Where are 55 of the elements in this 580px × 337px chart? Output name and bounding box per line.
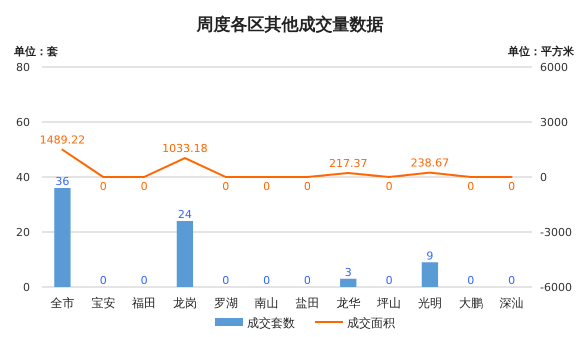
data-label: 0 (140, 180, 148, 193)
y-tick-label: 0 (23, 281, 30, 294)
x-tick-label: 龙岗 (172, 296, 197, 310)
y2-axis-title: 单位：平方米 (507, 45, 575, 58)
data-label: 0 (508, 274, 516, 287)
x-tick-label: 宝安 (91, 296, 116, 310)
y2-tick-label: 0 (540, 171, 547, 184)
y-tick-label: 20 (16, 226, 30, 239)
x-tick-label: 光明 (418, 296, 442, 310)
data-label: 238.67 (410, 156, 450, 170)
x-tick-label: 盐田 (295, 296, 320, 310)
data-label: 0 (222, 180, 230, 193)
data-label: 3 (344, 266, 352, 279)
data-label: 24 (178, 208, 192, 221)
data-label: 0 (386, 180, 393, 193)
data-label: 0 (222, 274, 230, 287)
bar (422, 262, 438, 287)
chart-title: 周度各区其他成交量数据 (196, 15, 384, 35)
data-label: 0 (467, 274, 474, 287)
x-tick-label: 大鹏 (458, 296, 483, 310)
y2-tick-label: 6000 (540, 61, 568, 74)
x-tick-label: 坪山 (376, 296, 402, 310)
data-label: 0 (100, 180, 107, 193)
data-label: 1033.18 (162, 142, 208, 156)
data-label: 0 (508, 180, 516, 193)
y2-tick-label: -3000 (540, 226, 572, 239)
data-label: 0 (304, 180, 311, 193)
y2-tick-label: -6000 (540, 281, 572, 294)
x-tick-label: 南山 (254, 296, 279, 310)
data-label: 0 (140, 274, 148, 287)
x-tick-label: 龙华 (336, 296, 360, 310)
data-label: 36 (55, 175, 70, 188)
y-tick-label: 80 (16, 61, 30, 74)
y2-tick-label: 3000 (540, 116, 568, 129)
bar (176, 221, 194, 287)
legend-label: 成交套数 (247, 316, 295, 330)
bar (54, 188, 71, 287)
data-label: 0 (263, 180, 270, 193)
data-label: 0 (100, 274, 107, 287)
data-label: 1489.22 (40, 134, 86, 147)
data-label: 0 (467, 180, 474, 193)
data-label: 0 (386, 274, 393, 287)
x-tick-label: 福田 (132, 296, 156, 310)
data-label: 0 (304, 274, 311, 287)
x-tick-label: 深汕 (500, 296, 524, 310)
x-tick-label: 全市 (50, 296, 74, 310)
y-tick-label: 60 (16, 116, 30, 129)
legend-label: 成交面积 (347, 316, 395, 330)
data-label: 0 (263, 274, 270, 287)
data-label: 217.37 (329, 157, 368, 170)
data-label: 9 (426, 249, 434, 262)
y-axis-title: 单位：套 (13, 45, 58, 58)
y-tick-label: 40 (16, 171, 30, 184)
bar (340, 278, 356, 287)
x-tick-label: 罗湖 (214, 296, 238, 310)
